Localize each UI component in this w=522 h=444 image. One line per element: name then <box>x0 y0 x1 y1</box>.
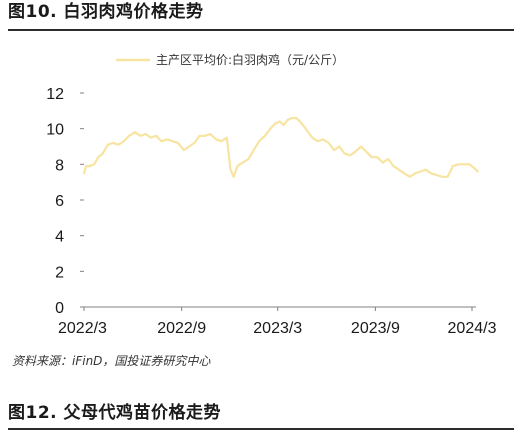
x-tick-label: 2022/9 <box>157 320 206 337</box>
y-axis-ticks: 0 2 4 6 8 10 12 <box>46 86 84 317</box>
x-tick-label: 2024/3 <box>448 320 497 337</box>
title-rule <box>8 29 514 31</box>
x-axis-ticks: 2022/3 2022/9 2023/3 2023/9 2024/3 <box>58 307 497 337</box>
y-tick-label: 2 <box>55 264 64 281</box>
next-title-rule <box>8 428 514 430</box>
y-tick-label: 6 <box>55 193 64 210</box>
y-tick-label: 12 <box>46 86 64 103</box>
x-tick-label: 2023/9 <box>351 320 400 337</box>
next-figure-title: 图12. 父母代鸡苗价格走势 <box>8 403 222 423</box>
series-line-white-feather-broiler <box>82 116 479 178</box>
legend: 主产区平均价:白羽肉鸡（元/公斤） <box>116 52 344 67</box>
x-tick-label: 2023/3 <box>253 320 302 337</box>
y-tick-label: 4 <box>55 229 64 246</box>
figure-title: 图10. 白羽肉鸡价格走势 <box>8 2 204 22</box>
x-tick-label: 2022/3 <box>58 320 107 337</box>
y-tick-label: 10 <box>46 122 64 139</box>
legend-label: 主产区平均价:白羽肉鸡（元/公斤） <box>156 52 344 67</box>
y-tick-label: 8 <box>55 157 64 174</box>
y-tick-label: 0 <box>55 300 64 317</box>
line-chart: 主产区平均价:白羽肉鸡（元/公斤） 0 2 4 6 8 10 12 2022/3 2022/9… <box>46 52 497 337</box>
source-note: 资料来源：iFinD，国投证券研究中心 <box>12 354 211 368</box>
